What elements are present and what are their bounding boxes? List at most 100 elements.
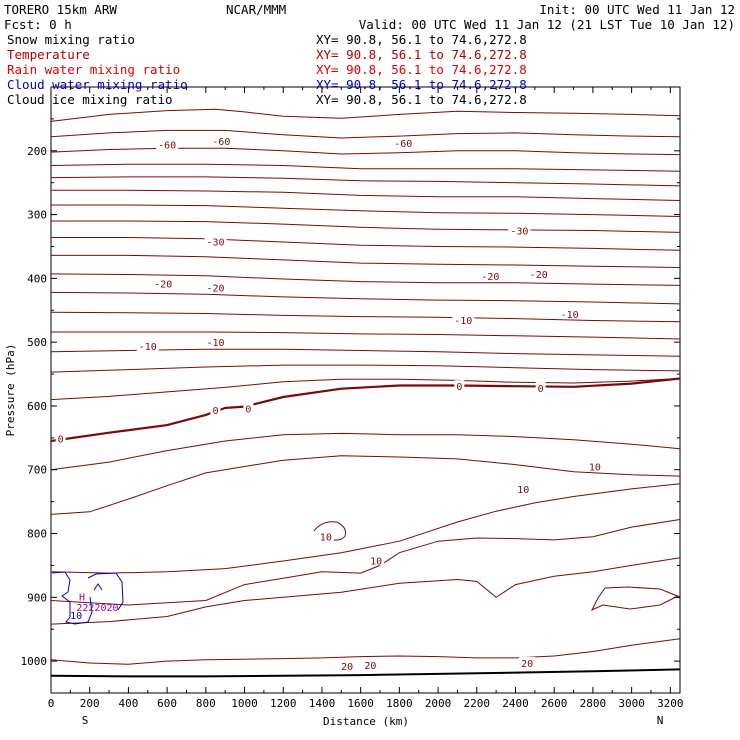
y-tick-label: 400 bbox=[27, 272, 47, 285]
temperature-label-bg bbox=[508, 224, 531, 236]
temperature-label-bg bbox=[243, 402, 254, 414]
temperature-label: 20 bbox=[364, 661, 376, 672]
axes: 0 200 400 600 800 1000 1200 1400 1600 1800 2000 220… bbox=[21, 87, 684, 710]
temperature-label: -10 bbox=[454, 316, 472, 327]
temperature-label: 10 bbox=[589, 463, 601, 474]
temperature-label-bg bbox=[362, 658, 379, 670]
x-tick-label: 600 bbox=[157, 697, 177, 710]
temperature-contour bbox=[50, 432, 681, 471]
x-tick-label: 200 bbox=[80, 697, 100, 710]
temperature-label: 10 bbox=[517, 485, 529, 496]
contour-labels: -60 -60 -60 -30 -30 -20 -20 -20 -20 -10 -10 -10 -10 0… bbox=[55, 135, 603, 673]
temperature-label: -60 bbox=[394, 139, 412, 150]
temperature-contour-loop bbox=[313, 521, 347, 541]
temperature-contour bbox=[51, 254, 681, 268]
center-label: NCAR/MMM bbox=[226, 2, 286, 17]
temperature-label-bg bbox=[479, 269, 502, 281]
temperature-contours bbox=[50, 108, 681, 665]
x-tick-label: 2800 bbox=[580, 697, 607, 710]
y-tick-label: 200 bbox=[27, 145, 47, 158]
temperature-contour bbox=[51, 237, 681, 251]
cloud-water-contour bbox=[51, 571, 93, 625]
x-tick-label: 800 bbox=[196, 697, 216, 710]
field-xy-rain: XY= 90.8, 56.1 to 74.6,272.8 bbox=[316, 62, 527, 77]
temperature-label-bg bbox=[136, 339, 159, 351]
temperature-contour bbox=[50, 378, 681, 401]
field-xy-temperature: XY= 90.8, 56.1 to 74.6,272.8 bbox=[316, 47, 527, 62]
temperature-label-bg bbox=[204, 235, 227, 247]
field-name-cloud-water: Cloud water mixing ratio bbox=[7, 77, 188, 92]
temperature-contour bbox=[50, 483, 681, 574]
model-title: TORERO 15km ARW bbox=[4, 2, 117, 17]
temperature-label-bg bbox=[210, 403, 221, 415]
x-axis-label: Distance (km) bbox=[323, 715, 409, 728]
y-tick-label: 1000 bbox=[21, 655, 48, 668]
temperature-label: 0 bbox=[456, 382, 462, 393]
ground-surface bbox=[50, 668, 681, 678]
cloud-water-label: 10 bbox=[70, 611, 82, 622]
temperature-contour bbox=[50, 129, 681, 139]
temperature-label-bg bbox=[368, 554, 385, 566]
y-tick-label: 900 bbox=[27, 591, 47, 604]
temperature-contour bbox=[50, 364, 681, 373]
x-tick-label: 1000 bbox=[231, 697, 258, 710]
temperature-label: 10 bbox=[370, 556, 382, 567]
temperature-label: -20 bbox=[206, 283, 224, 294]
temperature-label: -30 bbox=[510, 227, 528, 238]
temperature-label: -60 bbox=[212, 137, 230, 148]
y-tick-label: 600 bbox=[27, 400, 47, 413]
temperature-label-bg bbox=[210, 135, 233, 147]
cloud-water-contour bbox=[93, 583, 103, 591]
x-tick-label: 1600 bbox=[347, 697, 374, 710]
temperature-contour bbox=[51, 331, 681, 340]
temperature-label: -20 bbox=[481, 272, 499, 283]
temperature-label-bg bbox=[339, 660, 356, 672]
temperature-contour-loop bbox=[590, 586, 681, 612]
plot-frame bbox=[50, 86, 681, 694]
temperature-contour bbox=[51, 189, 681, 201]
temperature-contour bbox=[50, 377, 681, 443]
temperature-label: -30 bbox=[206, 237, 224, 248]
cloud-water-contours bbox=[51, 571, 124, 625]
x-tick-label: 1200 bbox=[270, 697, 297, 710]
temperature-contour bbox=[50, 273, 681, 286]
field-xy-snow: XY= 90.8, 56.1 to 74.6,272.8 bbox=[316, 32, 527, 47]
field-name-snow: Snow mixing ratio bbox=[7, 32, 135, 47]
temperature-contour bbox=[50, 176, 681, 187]
x-tick-label: 3000 bbox=[618, 697, 645, 710]
temperature-contour bbox=[50, 163, 681, 172]
temperature-label-bg bbox=[452, 313, 475, 325]
temperature-label: 0 bbox=[212, 406, 218, 417]
field-name-cloud-ice: Cloud ice mixing ratio bbox=[7, 92, 173, 107]
field-xy-cloud-water: XY= 90.8, 56.1 to 74.6,272.8 bbox=[316, 77, 527, 92]
forecast-hour: Fcst: 0 h bbox=[4, 17, 72, 32]
cloud-water-contour bbox=[87, 572, 124, 611]
temperature-label: 0 bbox=[538, 384, 544, 395]
temperature-label: -60 bbox=[158, 140, 176, 151]
temperature-label-bg bbox=[454, 380, 465, 392]
temperature-label-bg bbox=[558, 308, 581, 320]
ground-line bbox=[50, 668, 681, 678]
field-name-rain: Rain water mixing ratio bbox=[7, 62, 180, 77]
x-tick-label: 3200 bbox=[657, 697, 684, 710]
cloud-ice-label: H bbox=[79, 593, 85, 604]
temperature-label: 20 bbox=[341, 662, 353, 673]
temperature-label: 20 bbox=[521, 659, 533, 670]
temperature-label: 0 bbox=[245, 404, 251, 415]
temperature-contour bbox=[50, 108, 681, 122]
init-time: Init: 00 UTC Wed 11 Jan 12 bbox=[539, 2, 735, 17]
field-xy-cloud-ice: XY= 90.8, 56.1 to 74.6,272.8 bbox=[316, 92, 527, 107]
x-tick-label: 1800 bbox=[386, 697, 413, 710]
cloud-ice-label: 2222020 bbox=[76, 603, 118, 614]
temperature-contour bbox=[50, 147, 681, 156]
x-endpoint-north: N bbox=[657, 714, 664, 727]
temperature-label: -20 bbox=[530, 270, 548, 281]
x-endpoint-south: S bbox=[82, 714, 89, 727]
x-tick-label: 0 bbox=[48, 697, 55, 710]
x-tick-label: 2600 bbox=[541, 697, 568, 710]
temperature-contour bbox=[50, 291, 681, 305]
x-tick-label: 2000 bbox=[425, 697, 452, 710]
temperature-contour bbox=[50, 455, 681, 515]
temperature-label-bg bbox=[317, 530, 334, 542]
temperature-contour bbox=[50, 638, 681, 665]
